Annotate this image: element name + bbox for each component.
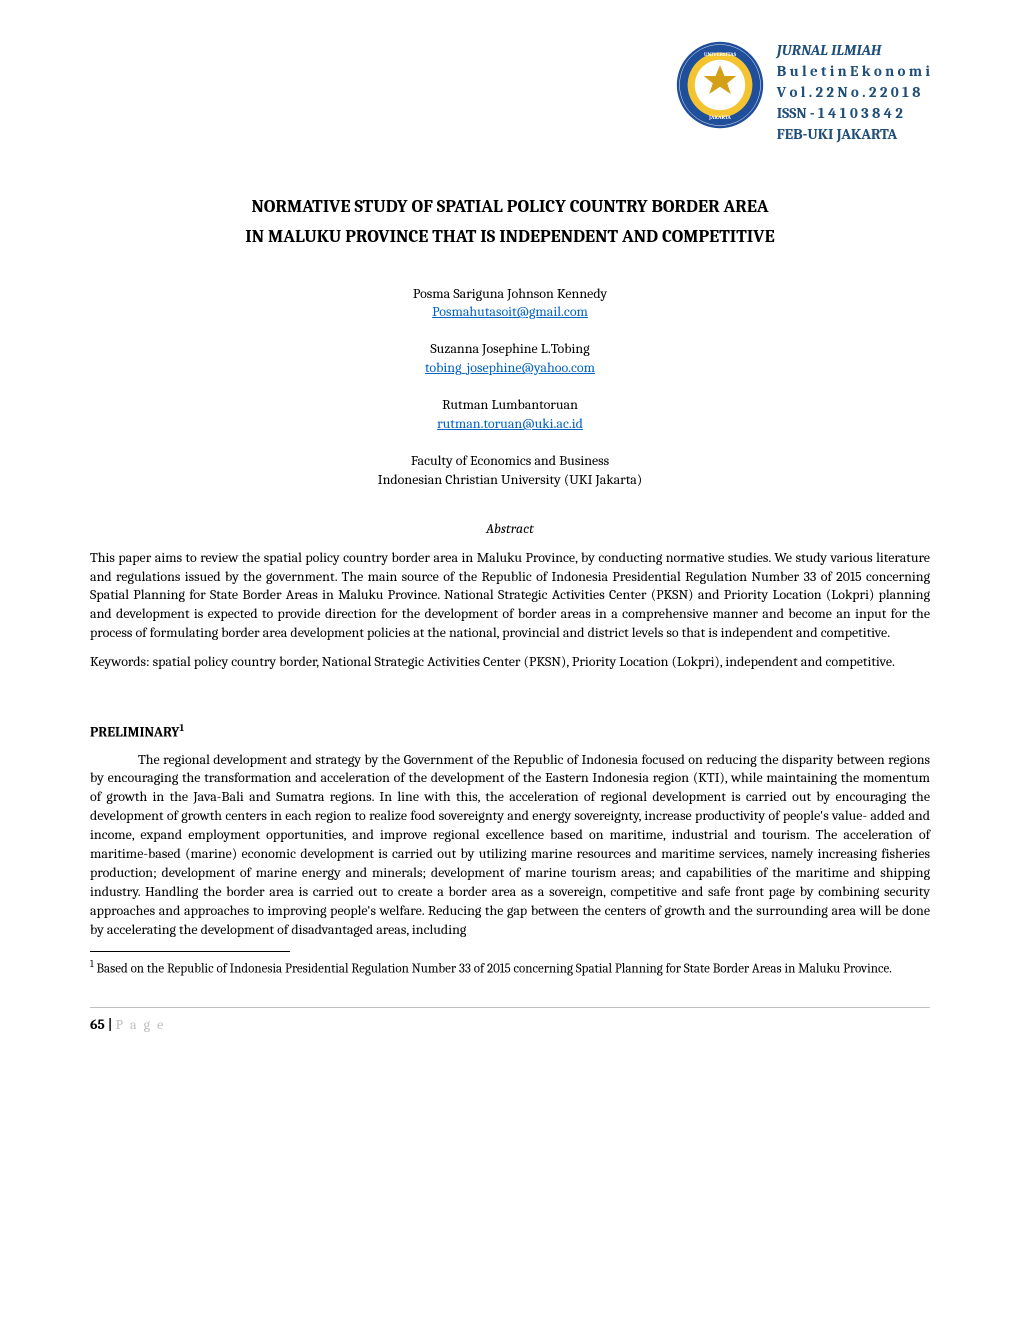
journal-bulletin: B u l e t i n E k o n o m i (777, 61, 930, 82)
author-name: Rutman Lumbantoruan (90, 396, 930, 415)
journal-volume: V o l . 2 2 N o . 2 2 0 1 8 (777, 82, 930, 103)
page-number: 65 | P a g e (90, 1016, 930, 1035)
keywords: Keywords: spatial policy country border,… (90, 653, 930, 672)
paper-title: NORMATIVE STUDY OF SPATIAL POLICY COUNTR… (90, 195, 930, 219)
university-logo: UNIVERSITAS JAKARTA (675, 40, 765, 130)
paper-subtitle: IN MALUKU PROVINCE THAT IS INDEPENDENT A… (90, 225, 930, 249)
affiliation-university: Indonesian Christian University (UKI Jak… (90, 471, 930, 490)
section-heading: PRELIMINARY1 (90, 722, 930, 743)
page-label: P a g e (115, 1016, 165, 1033)
footnote-rule (90, 951, 290, 952)
footnote-text: Based on the Republic of Indonesia Presi… (94, 962, 892, 977)
journal-publisher: FEB-UKI JAKARTA (777, 124, 930, 145)
footnote: 1 Based on the Republic of Indonesia Pre… (90, 958, 930, 978)
journal-issn: ISSN - 1 4 1 0 3 8 4 2 (777, 103, 930, 124)
author-name: Suzanna Josephine L.Tobing (90, 340, 930, 359)
author-block-3: Rutman Lumbantoruan rutman.toruan@uki.ac… (90, 396, 930, 434)
journal-header: UNIVERSITAS JAKARTA JURNAL ILMIAH B u l … (90, 40, 930, 145)
journal-name: JURNAL ILMIAH (777, 40, 930, 61)
author-email-link[interactable]: rutman.toruan@uki.ac.id (437, 415, 583, 432)
page-footer-rule (90, 1007, 930, 1008)
author-block-1: Posma Sariguna Johnson Kennedy Posmahuta… (90, 285, 930, 323)
body-paragraph: The regional development and strategy by… (90, 751, 930, 940)
affiliation: Faculty of Economics and Business Indone… (90, 452, 930, 490)
footnote-marker: 1 (180, 722, 185, 734)
author-name: Posma Sariguna Johnson Kennedy (90, 285, 930, 304)
svg-text:UNIVERSITAS: UNIVERSITAS (704, 52, 737, 58)
author-email-link[interactable]: tobing_josephine@yahoo.com (425, 359, 595, 376)
abstract-heading: Abstract (90, 520, 930, 539)
author-email-link[interactable]: Posmahutasoit@gmail.com (432, 303, 588, 320)
svg-text:JAKARTA: JAKARTA (708, 115, 731, 121)
author-block-2: Suzanna Josephine L.Tobing tobing_joseph… (90, 340, 930, 378)
journal-meta: JURNAL ILMIAH B u l e t i n E k o n o m … (777, 40, 930, 145)
affiliation-faculty: Faculty of Economics and Business (90, 452, 930, 471)
abstract-body: This paper aims to review the spatial po… (90, 549, 930, 643)
page-num-value: 65 | (90, 1016, 115, 1033)
section-heading-text: PRELIMINARY (90, 724, 180, 741)
